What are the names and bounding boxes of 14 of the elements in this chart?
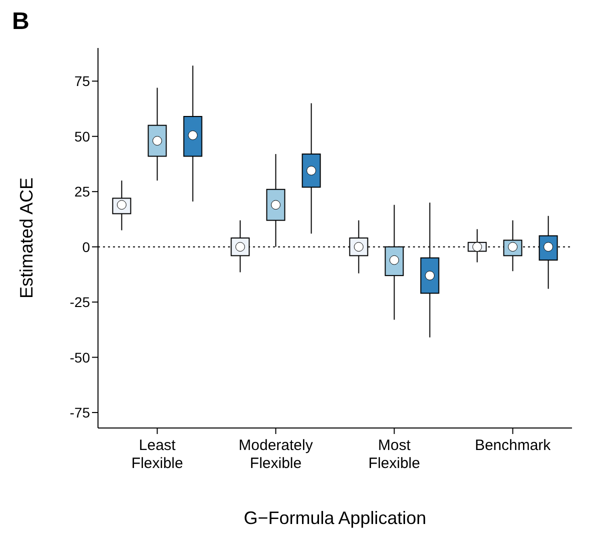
y-tick-label: 0	[82, 238, 90, 255]
y-axis-title: Estimated ACE	[16, 177, 36, 299]
y-tick-label: 50	[74, 128, 90, 144]
x-tick-label: Moderately Flexible	[238, 437, 314, 472]
y-tick-label: -50	[70, 349, 90, 366]
x-tick-label: Most Flexible	[368, 437, 420, 472]
x-axis-title: G−Formula Application	[244, 508, 426, 528]
chart-title: B	[12, 8, 30, 36]
y-tick-label: 75	[74, 73, 90, 90]
y-tick-label: -25	[70, 294, 90, 310]
x-tick-label: Least Flexible	[131, 437, 184, 472]
x-tick-label: Benchmark	[474, 437, 552, 454]
y-tick-label: -75	[70, 404, 90, 421]
y-tick-label: 25	[74, 184, 90, 200]
